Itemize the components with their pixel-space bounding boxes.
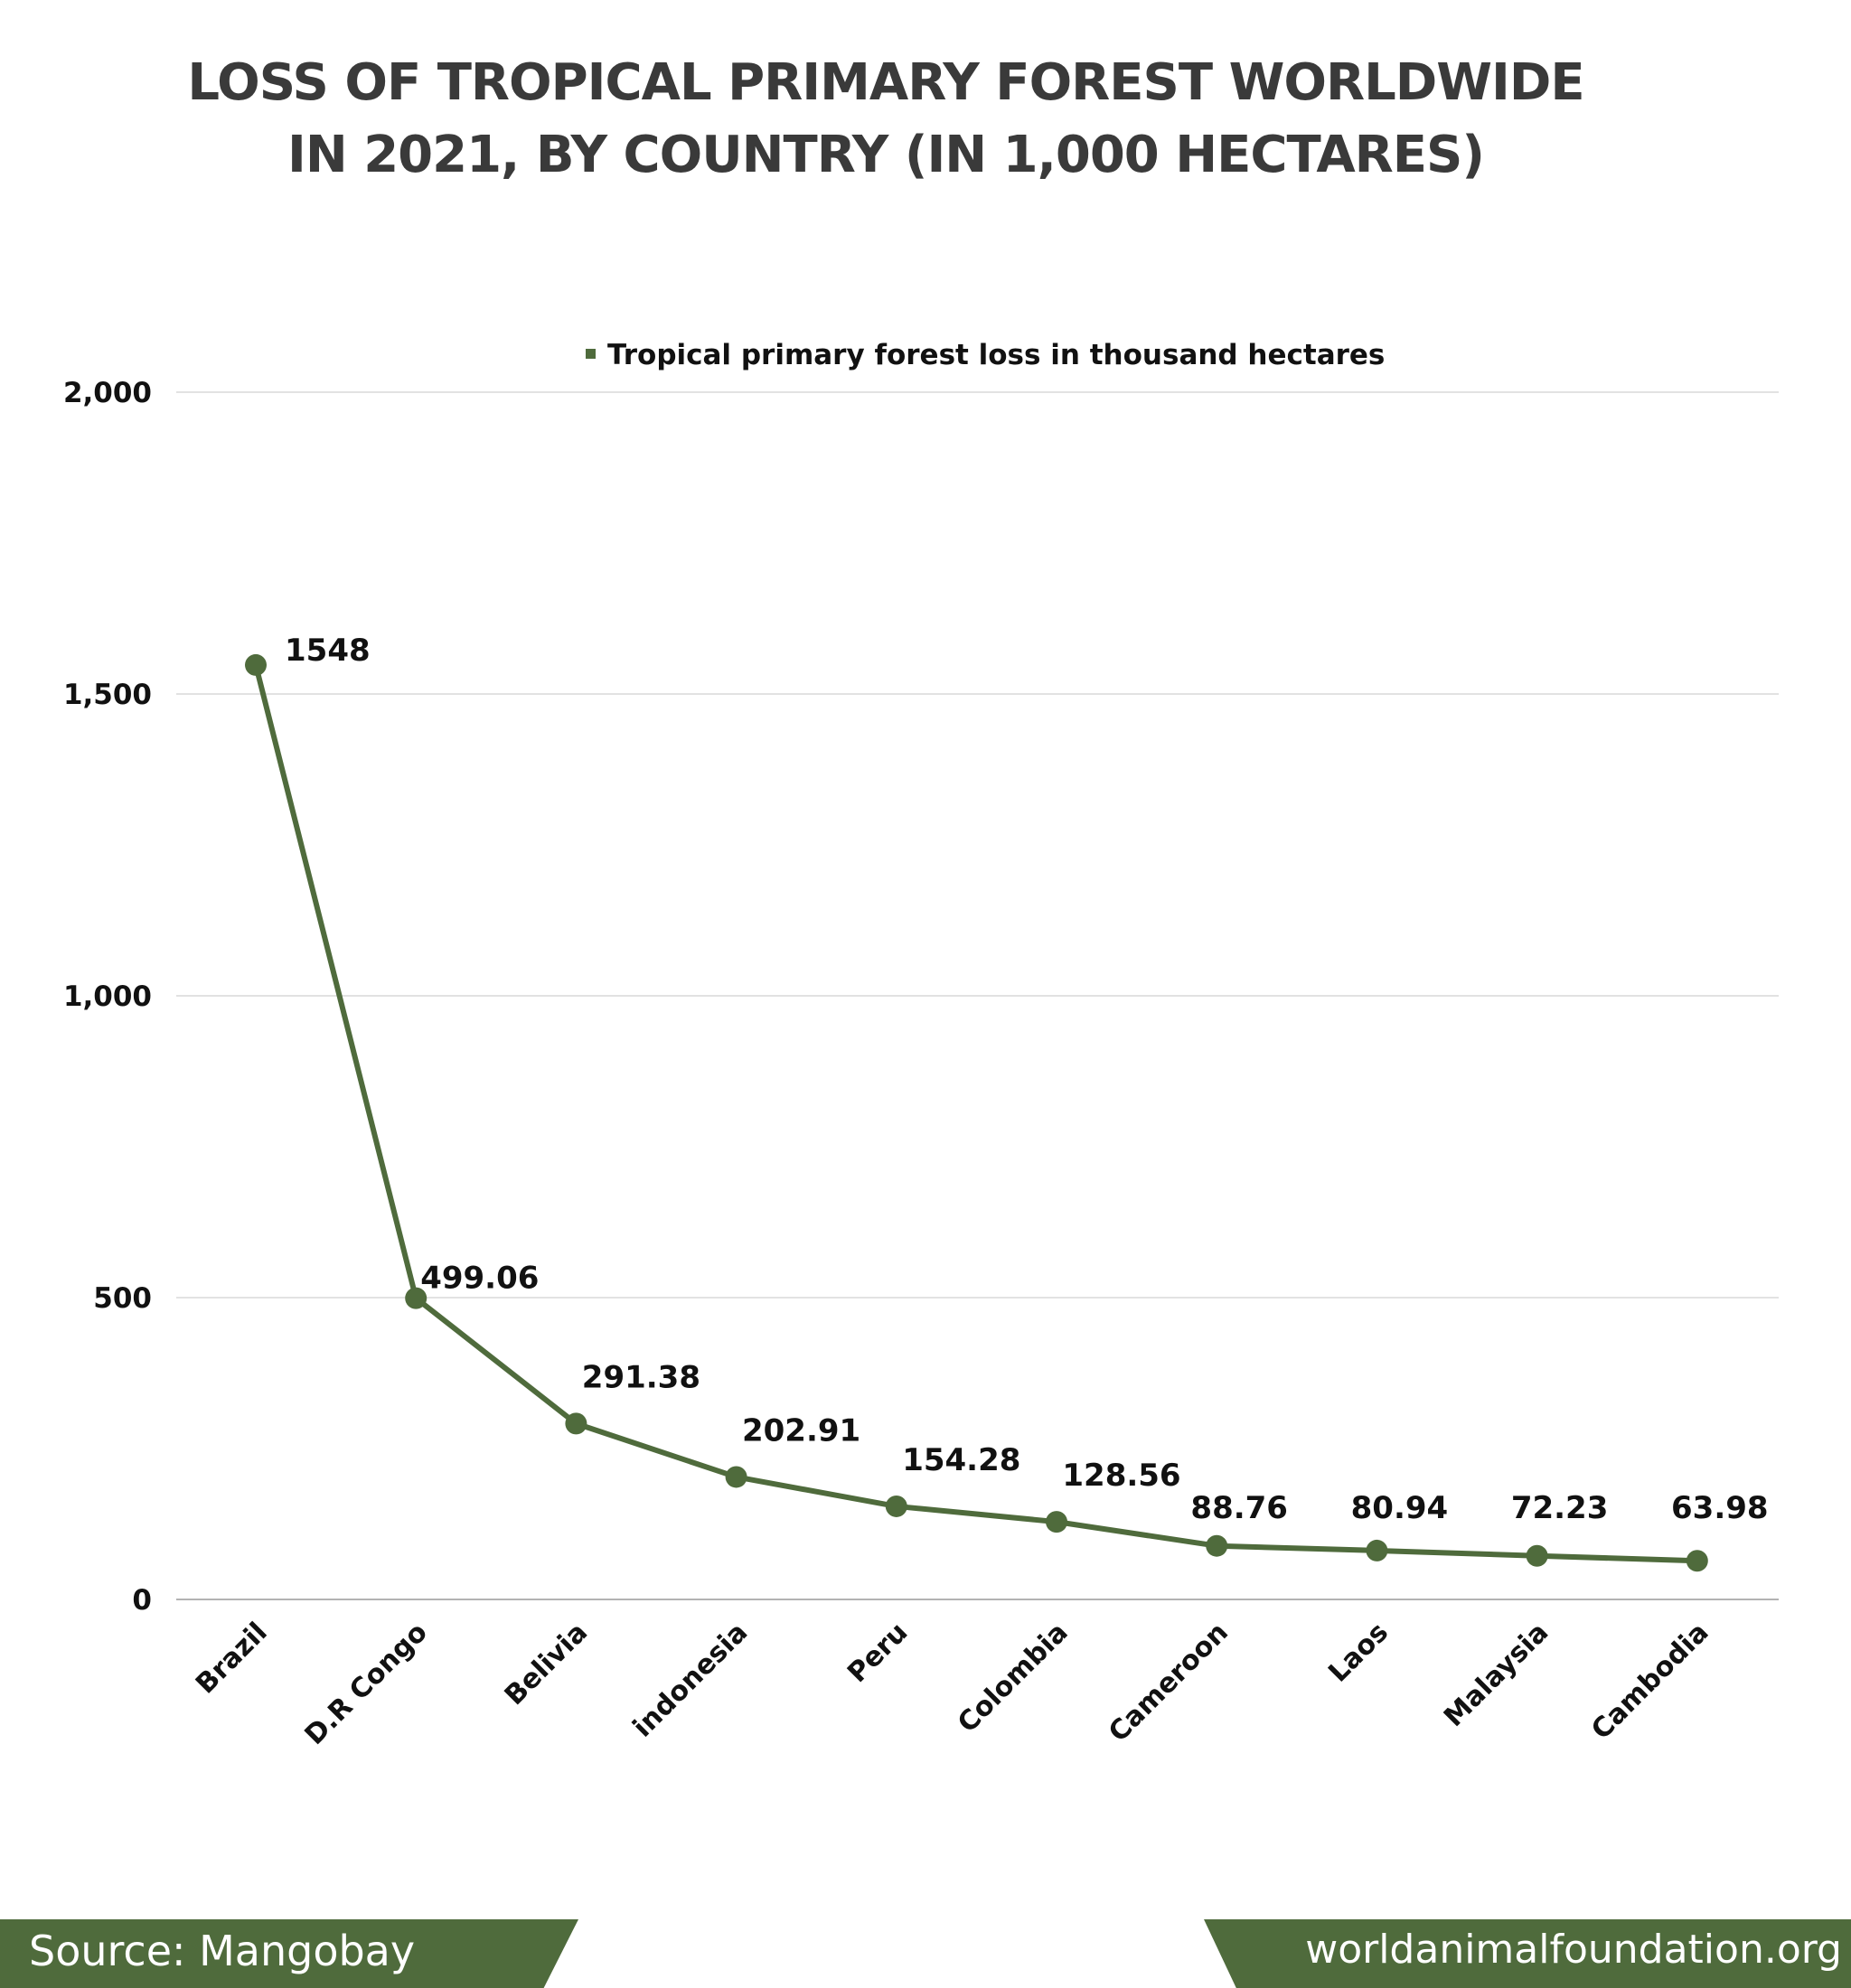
y-tick-label: 1,500 [63, 679, 152, 711]
series-line [253, 664, 1697, 1564]
data-labels: 1548 499.06 291.38 202.91 154.28 128.56 88.76 8… [285, 633, 1769, 1526]
data-point [725, 1466, 747, 1488]
x-tick-label: Belivia [499, 1617, 594, 1711]
data-label: 88.76 [1190, 1490, 1288, 1526]
gridlines [176, 391, 1779, 1600]
series-line-layer [245, 653, 1708, 1572]
data-label: 291.38 [582, 1359, 700, 1395]
x-tick-label: Colombia [952, 1617, 1075, 1740]
site-banner: worldanimalfoundation.org [1204, 1919, 1851, 1988]
site-text: worldanimalfoundation.org [1305, 1927, 1842, 1973]
data-label: 499.06 [420, 1261, 539, 1297]
legend-marker [586, 349, 596, 359]
source-text: Source: Mangobay [29, 1927, 416, 1975]
y-tick-label: 1,000 [63, 980, 152, 1013]
chart-title: LOSS OF TROPICAL PRIMARY FOREST WORLDWID… [0, 47, 1771, 192]
data-point [245, 653, 267, 676]
source-banner: Source: Mangobay [0, 1919, 578, 1988]
data-point [885, 1495, 907, 1517]
legend: Tropical primary forest loss in thousand… [586, 339, 1385, 371]
y-axis: 0 500 1,000 1,500 2,000 [63, 377, 152, 1617]
data-point [565, 1412, 587, 1435]
x-tick-label: Peru [841, 1617, 914, 1689]
x-tick-label: Cameroon [1103, 1617, 1235, 1749]
data-label: 128.56 [1062, 1458, 1180, 1494]
data-point [1046, 1511, 1067, 1533]
title-line-2: IN 2021, BY COUNTRY (IN 1,000 HECTARES) [287, 126, 1485, 184]
data-label: 72.23 [1511, 1490, 1609, 1526]
data-label: 154.28 [902, 1442, 1020, 1478]
y-tick-label: 500 [93, 1282, 152, 1315]
x-tick-label: D.R Congo [299, 1617, 434, 1751]
x-tick-label: Cambodia [1585, 1617, 1715, 1746]
x-axis: Brazil D.R Congo Belivia indonesia Peru Colom… [190, 1617, 1715, 1751]
data-point [1686, 1550, 1708, 1572]
data-point [1206, 1534, 1228, 1557]
y-tick-label: 0 [132, 1584, 152, 1617]
legend-label: Tropical primary forest loss in thousand… [607, 339, 1385, 371]
x-tick-label: Malaysia [1438, 1617, 1555, 1733]
data-label: 202.91 [742, 1412, 860, 1449]
data-label: 63.98 [1671, 1490, 1769, 1526]
x-tick-label: indonesia [627, 1617, 755, 1744]
y-tick-label: 2,000 [63, 377, 152, 409]
title-line-1: LOSS OF TROPICAL PRIMARY FOREST WORLDWID… [187, 53, 1584, 112]
data-label: 80.94 [1351, 1490, 1449, 1526]
data-point [405, 1287, 428, 1309]
data-point [1366, 1539, 1388, 1561]
x-tick-label: Laos [1322, 1617, 1395, 1689]
data-label: 1548 [285, 633, 371, 669]
x-tick-label: Brazil [190, 1617, 274, 1701]
data-point [1526, 1544, 1548, 1567]
